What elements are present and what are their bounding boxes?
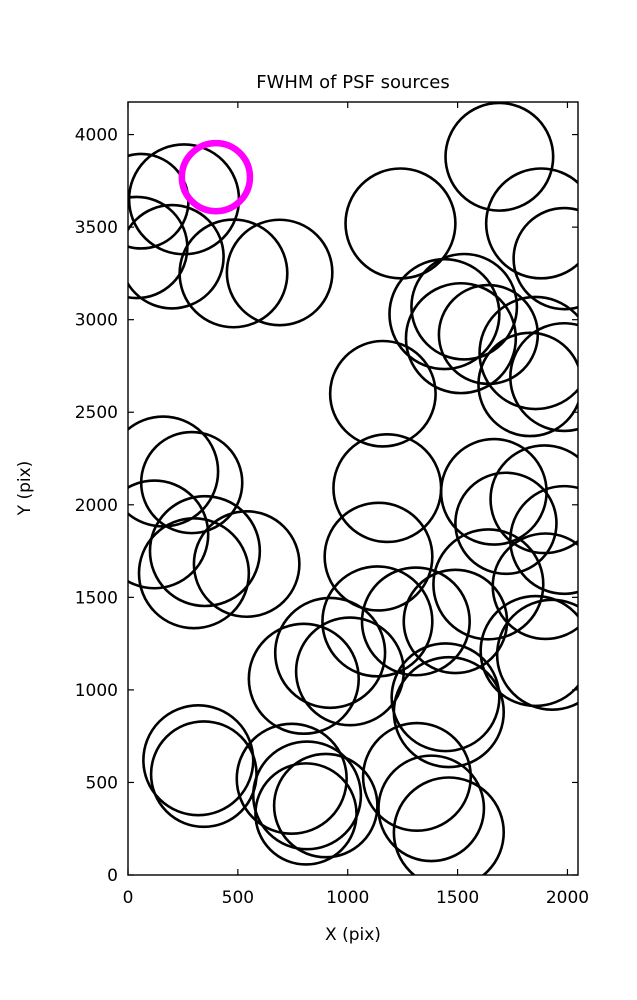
psf-source-circle[interactable]: [512, 206, 615, 311]
psf-source-circle[interactable]: [392, 776, 506, 888]
psf-source-circle[interactable]: [254, 762, 358, 866]
psf-circle-layer: [101, 102, 618, 888]
psf-source-circle[interactable]: [148, 494, 262, 608]
psf-source-circle[interactable]: [323, 501, 434, 612]
y-tick-label: 4000: [75, 126, 118, 146]
x-tick-label: 1500: [436, 888, 479, 908]
psf-source-circle[interactable]: [142, 703, 255, 817]
psf-source-circle[interactable]: [390, 642, 501, 753]
psf-source-circle[interactable]: [149, 720, 258, 829]
y-axis-label: Y (pix): [15, 461, 35, 517]
psf-source-circle[interactable]: [273, 596, 387, 710]
psf-source-circle[interactable]: [235, 722, 348, 835]
psf-source-circle[interactable]: [360, 566, 471, 677]
plot-title: FWHM of PSF sources: [256, 72, 450, 93]
psf-source-circle[interactable]: [328, 339, 437, 448]
y-tick-label: 1000: [75, 681, 118, 701]
x-tick-label: 2000: [546, 888, 589, 908]
psf-source-circle[interactable]: [432, 528, 545, 641]
psf-source-circle[interactable]: [178, 218, 289, 329]
plot-title-text: FWHM of PSF sources: [256, 72, 450, 93]
psf-source-circle[interactable]: [192, 509, 301, 619]
psf-source-circle[interactable]: [101, 479, 210, 590]
x-tick-label: 1000: [326, 888, 369, 908]
psf-source-circle[interactable]: [137, 517, 251, 630]
x-axis-label: X (pix): [325, 925, 381, 945]
psf-source-circle[interactable]: [509, 484, 618, 596]
y-tick-label: 3500: [75, 218, 118, 238]
psf-source-circle[interactable]: [294, 616, 406, 727]
psf-source-circle[interactable]: [247, 622, 361, 736]
psf-source-circle[interactable]: [454, 471, 558, 576]
psf-source-circle[interactable]: [404, 281, 518, 395]
x-tick-label: 500: [222, 888, 254, 908]
psf-source-circle[interactable]: [361, 721, 473, 833]
psf-source-circle[interactable]: [377, 754, 486, 863]
x-tick-label: 0: [123, 888, 134, 908]
y-tick-label: 2000: [75, 496, 118, 516]
psf-source-circle-selected[interactable]: [178, 139, 254, 215]
psf-source-circle[interactable]: [332, 432, 443, 544]
psf-source-circle[interactable]: [477, 331, 581, 438]
y-axis-ticks: 0 500 1000 1500 2000 2500 3000 3500 4000: [75, 126, 578, 886]
psf-source-circle[interactable]: [344, 167, 457, 280]
x-axis-ticks: 0 500 1000 1500 2000: [123, 102, 589, 908]
psf-source-circle[interactable]: [120, 203, 225, 310]
psf-source-circle[interactable]: [478, 295, 592, 411]
psf-source-circle[interactable]: [321, 565, 434, 678]
axes-frame: [127, 101, 579, 876]
y-tick-label: 2500: [75, 403, 118, 423]
psf-source-circle[interactable]: [251, 740, 363, 851]
psf-source-circle[interactable]: [484, 167, 596, 280]
y-tick-label: 3000: [75, 311, 118, 331]
psf-source-circle[interactable]: [495, 598, 607, 711]
psf-source-circle[interactable]: [489, 444, 599, 555]
psf-source-circle[interactable]: [509, 321, 618, 433]
psf-source-circle[interactable]: [225, 218, 334, 327]
y-tick-label: 1500: [75, 588, 118, 608]
y-tick-label: 0: [107, 866, 118, 886]
psf-source-circle[interactable]: [388, 257, 501, 371]
y-tick-label: 500: [86, 773, 118, 793]
psf-source-circle[interactable]: [444, 102, 555, 212]
psf-source-circle[interactable]: [272, 752, 379, 859]
psf-source-circle[interactable]: [410, 252, 519, 361]
